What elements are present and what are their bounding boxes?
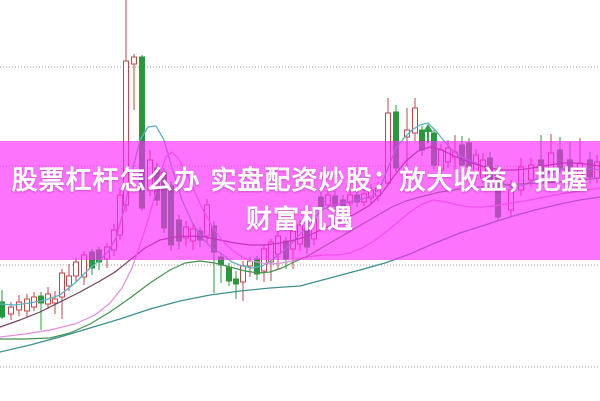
- candle-body: [226, 266, 232, 282]
- candle-body: [393, 111, 399, 169]
- candle-body: [528, 164, 534, 181]
- candle-body: [247, 260, 253, 267]
- candle-body: [508, 189, 514, 211]
- candle-body: [325, 194, 331, 206]
- candle-body: [139, 56, 145, 209]
- candle-body: [0, 301, 5, 318]
- candle-body: [59, 272, 65, 298]
- up-arrow-icon: [423, 124, 433, 132]
- candle-body: [412, 107, 418, 134]
- candle-body: [538, 159, 544, 178]
- candle-body: [38, 295, 44, 304]
- candle-body: [190, 228, 196, 242]
- candle-body: [311, 218, 317, 240]
- candle-body: [131, 56, 137, 65]
- candle-body: [466, 142, 472, 168]
- candle-body: [233, 278, 239, 285]
- candle-body: [111, 229, 117, 251]
- candle-body: [404, 129, 410, 138]
- candle-body: [123, 60, 129, 206]
- candle-body: [557, 149, 563, 169]
- ma-fast-teal: [0, 122, 600, 306]
- candle-body: [261, 248, 267, 272]
- candle-body: [168, 185, 174, 246]
- candle-body: [445, 147, 451, 163]
- candle-body: [147, 159, 153, 191]
- candle-body: [438, 149, 444, 171]
- candle-body: [240, 265, 246, 283]
- candle-body: [487, 157, 493, 181]
- candle-body: [52, 298, 58, 304]
- candle-body: [8, 306, 14, 315]
- candle-body: [548, 152, 554, 173]
- candle-body: [567, 159, 573, 174]
- candle-body: [459, 144, 465, 166]
- candle-body: [73, 261, 79, 277]
- candle-body: [16, 301, 22, 311]
- candle-body: [24, 298, 30, 312]
- candle-body: [577, 162, 583, 181]
- candle-body: [176, 219, 182, 242]
- candle-body: [419, 129, 425, 151]
- candle-body: [480, 159, 486, 179]
- candle-body: [66, 275, 72, 287]
- candle-body: [275, 235, 281, 255]
- candle-body: [161, 171, 167, 229]
- candle-body: [318, 196, 324, 208]
- candle-body: [304, 228, 310, 248]
